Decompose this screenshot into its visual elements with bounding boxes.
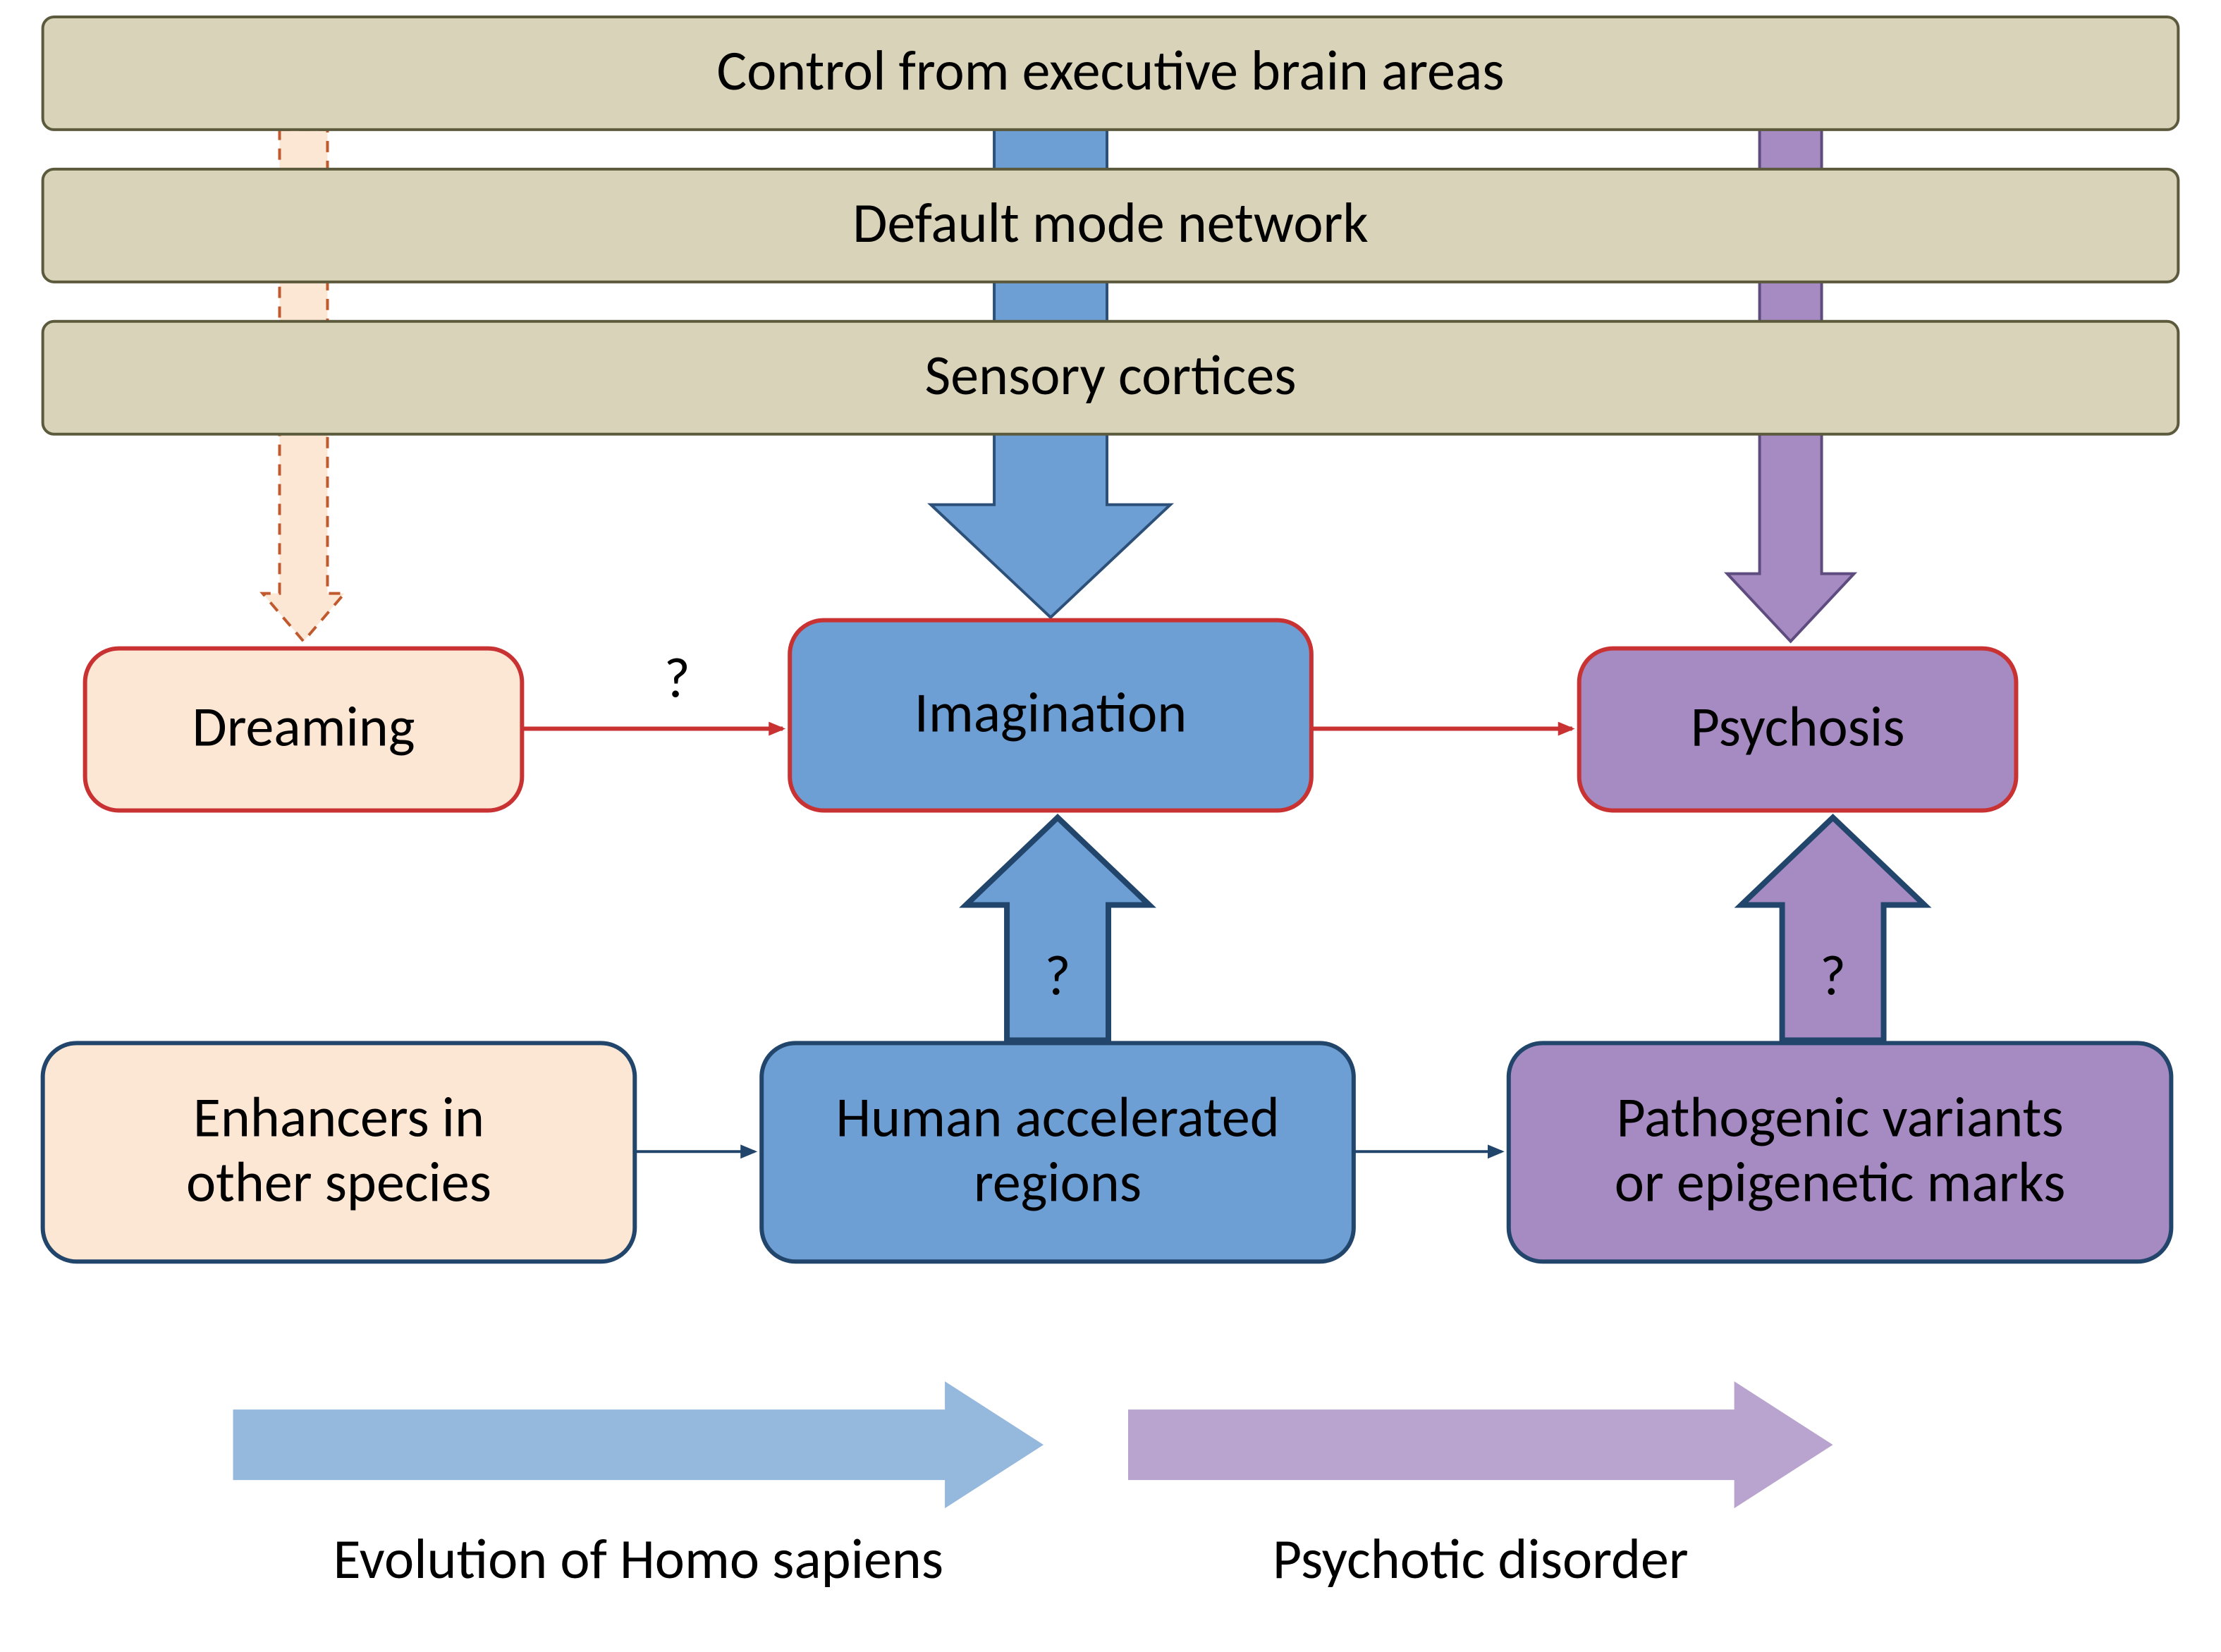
node-pathogenic-label-0: Pathogenic variants [1616, 1083, 2063, 1151]
dreaming-to-imagination-qmark: ? [664, 644, 690, 713]
diagram-root: Control from executive brain areas Defaul… [0, 0, 2221, 1652]
mid-nodes: Dreaming Imagination Psychosis [85, 620, 2017, 811]
bottom-nodes: Enhancers inother species Human accelerat… [43, 1043, 2172, 1261]
bar-default-label: Default mode network [852, 189, 1368, 257]
diagram-svg: Control from executive brain areas Defaul… [0, 0, 2221, 1652]
axis-psychotic-label: Psychotic disorder [1273, 1525, 1689, 1593]
up-psychosis-qmark: ? [1820, 942, 1846, 1010]
top-bars: Control from executive brain areas Defaul… [43, 17, 2179, 434]
node-pathogenic-label-1: or epigenetic marks [1615, 1148, 2066, 1216]
bar-sensory-label: Sensory cortices [924, 341, 1296, 410]
node-dreaming-label: Dreaming [192, 693, 415, 761]
bar-exec-label: Control from executive brain areas [717, 37, 1505, 105]
node-enhancers-label-0: Enhancers in [193, 1083, 484, 1151]
node-har-label-0: Human accelerated [836, 1083, 1279, 1151]
node-psychosis-label: Psychosis [1691, 693, 1905, 761]
axis-evolution-label: Evolution of Homo sapiens [334, 1525, 944, 1593]
node-imagination-label: Imagination [914, 679, 1187, 747]
up-imagination-qmark: ? [1045, 942, 1071, 1010]
node-enhancers-label-1: other species [186, 1148, 491, 1216]
node-har-label-1: regions [974, 1148, 1142, 1216]
